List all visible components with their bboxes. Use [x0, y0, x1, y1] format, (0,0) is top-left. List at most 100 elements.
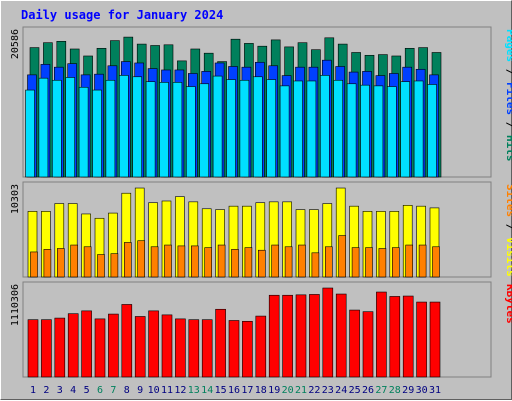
kbytes-bar-23 — [322, 287, 334, 378]
day-label-3: 3 — [57, 385, 63, 396]
kbytes-bar-13 — [188, 319, 200, 378]
sites-bar-18 — [257, 249, 266, 278]
pages-bar-12-face — [172, 82, 183, 178]
sites-bar-16-face — [231, 249, 239, 278]
sites-bar-15-face — [217, 244, 226, 278]
kbytes-bar-30 — [416, 301, 427, 378]
sites-bar-7-face — [110, 253, 119, 278]
ymax-label-0: 20586 — [10, 29, 21, 59]
day-label-7: 7 — [110, 385, 116, 396]
sites-bar-14 — [204, 247, 212, 278]
pages-bar-5 — [78, 86, 89, 178]
pages-bar-31 — [427, 84, 437, 178]
sites-bar-15 — [217, 244, 226, 278]
kbytes-bar-30-face — [416, 301, 427, 378]
sites-bar-28 — [391, 247, 400, 278]
sites-bar-2-face — [43, 249, 52, 278]
day-label-9: 9 — [137, 385, 143, 396]
day-label-28: 28 — [389, 385, 401, 396]
kbytes-bar-24 — [335, 293, 347, 378]
kbytes-bar-26 — [362, 311, 374, 378]
day-label-17: 17 — [241, 385, 253, 396]
sites-bar-3-face — [56, 248, 65, 278]
sites-bar-23-face — [324, 246, 333, 278]
sites-bar-29-face — [405, 244, 414, 278]
kbytes-bar-31-face — [429, 301, 441, 378]
kbytes-bar-22 — [309, 294, 320, 378]
legend-0-item-0: Pages — [504, 29, 512, 62]
sites-bar-25-face — [351, 247, 360, 278]
pages-bar-29-face — [400, 81, 411, 178]
pages-bar-1-face — [25, 89, 35, 178]
kbytes-bar-3-face — [54, 317, 66, 378]
pages-bar-11 — [159, 82, 169, 178]
kbytes-bar-7-face — [108, 313, 119, 378]
pages-bar-17 — [239, 79, 250, 178]
pages-bar-13 — [186, 86, 196, 178]
kbytes-bar-25 — [349, 309, 360, 378]
pages-bar-15-face — [212, 75, 223, 178]
kbytes-bar-31 — [429, 301, 441, 378]
kbytes-bar-20-face — [282, 294, 293, 378]
kbytes-bar-28-face — [389, 296, 401, 378]
pages-bar-2 — [38, 77, 49, 178]
sites-bar-31-face — [432, 246, 440, 278]
sites-bar-1-face — [30, 251, 38, 278]
pages-bar-3 — [51, 79, 62, 178]
kbytes-bar-16 — [228, 320, 240, 378]
sites-bar-13-face — [191, 245, 199, 278]
kbytes-bar-5 — [81, 310, 92, 378]
legend-0: Pages / Files / Hits — [504, 29, 512, 162]
sites-bar-7 — [110, 253, 119, 278]
pages-bar-26 — [360, 84, 370, 178]
pages-bar-23 — [319, 75, 330, 178]
day-label-24: 24 — [335, 385, 347, 396]
pages-bar-8 — [119, 75, 129, 178]
sites-bar-21-face — [298, 244, 306, 278]
legend-0-item-3: / — [504, 115, 512, 135]
legend-2-item-0: KBytes — [504, 284, 512, 324]
pages-bar-6-face — [92, 89, 102, 178]
kbytes-bar-19-face — [268, 294, 280, 378]
kbytes-bar-24-face — [335, 293, 347, 378]
pages-bar-9-face — [132, 76, 142, 178]
sites-bar-11-face — [164, 244, 172, 278]
pages-bar-1 — [25, 89, 35, 178]
sites-bar-4 — [70, 244, 78, 278]
pages-bar-22 — [306, 80, 317, 178]
sites-bar-5-face — [83, 246, 92, 278]
legend-1-item-0: Sites — [504, 184, 512, 217]
sites-bar-16 — [231, 249, 239, 278]
day-label-14: 14 — [201, 385, 213, 396]
pages-bar-18 — [253, 76, 263, 178]
kbytes-bar-4-face — [67, 313, 79, 378]
sites-bar-27 — [378, 248, 387, 278]
kbytes-bar-21 — [295, 294, 307, 378]
legend-1: Sites / Visits — [504, 184, 512, 277]
sites-bar-23 — [324, 246, 333, 278]
pages-bar-4 — [65, 77, 75, 178]
kbytes-bar-8 — [121, 304, 133, 378]
pages-bar-12 — [172, 82, 183, 178]
kbytes-bar-14 — [201, 319, 213, 378]
sites-bar-6-face — [97, 254, 105, 278]
kbytes-bar-28 — [389, 296, 401, 378]
pages-bar-20-face — [279, 85, 290, 178]
sites-bar-30-face — [418, 244, 427, 278]
sites-bar-8-face — [124, 242, 132, 278]
pages-bar-25-face — [346, 83, 357, 178]
pages-bar-4-face — [65, 77, 75, 178]
kbytes-bar-12 — [175, 318, 186, 378]
kbytes-bar-11 — [161, 314, 173, 378]
kbytes-bar-29-face — [402, 295, 414, 378]
kbytes-bar-2-face — [41, 319, 52, 378]
pages-bar-8-face — [119, 75, 129, 178]
day-label-21: 21 — [295, 385, 307, 396]
sites-bar-3 — [56, 248, 65, 278]
sites-bar-22 — [311, 252, 320, 278]
pages-bar-22-face — [306, 80, 317, 178]
sites-bar-20-face — [284, 246, 293, 278]
sites-bar-20 — [284, 246, 293, 278]
